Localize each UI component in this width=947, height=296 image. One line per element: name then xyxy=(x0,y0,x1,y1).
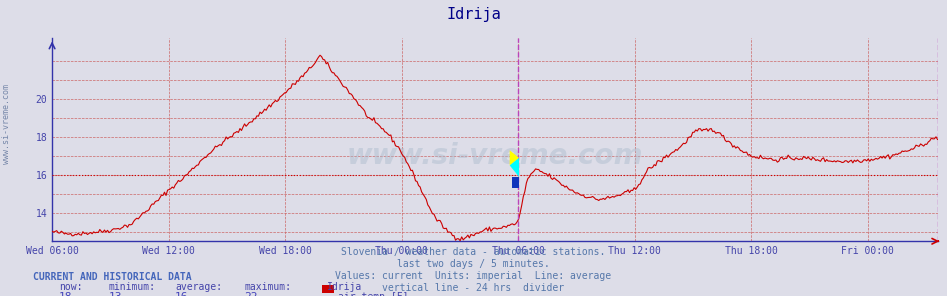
Text: now:: now: xyxy=(59,282,82,292)
Text: minimum:: minimum: xyxy=(109,282,156,292)
Text: vertical line - 24 hrs  divider: vertical line - 24 hrs divider xyxy=(383,283,564,293)
Text: air temp.[F]: air temp.[F] xyxy=(338,292,408,296)
Polygon shape xyxy=(509,158,519,177)
Text: 13: 13 xyxy=(109,292,122,296)
Polygon shape xyxy=(509,150,519,165)
Text: Values: current  Units: imperial  Line: average: Values: current Units: imperial Line: av… xyxy=(335,271,612,281)
Text: maximum:: maximum: xyxy=(244,282,292,292)
Text: 16: 16 xyxy=(175,292,188,296)
Text: CURRENT AND HISTORICAL DATA: CURRENT AND HISTORICAL DATA xyxy=(33,272,192,282)
Polygon shape xyxy=(511,177,519,188)
Text: www.si-vreme.com: www.si-vreme.com xyxy=(2,84,11,164)
Text: Idrija: Idrija xyxy=(327,282,362,292)
Text: average:: average: xyxy=(175,282,223,292)
Text: Slovenia / weather data - automatic stations.: Slovenia / weather data - automatic stat… xyxy=(341,247,606,257)
Text: www.si-vreme.com: www.si-vreme.com xyxy=(347,142,643,170)
Text: last two days / 5 minutes.: last two days / 5 minutes. xyxy=(397,259,550,269)
Text: 22: 22 xyxy=(244,292,258,296)
Text: Idrija: Idrija xyxy=(446,7,501,22)
Text: 18: 18 xyxy=(59,292,72,296)
